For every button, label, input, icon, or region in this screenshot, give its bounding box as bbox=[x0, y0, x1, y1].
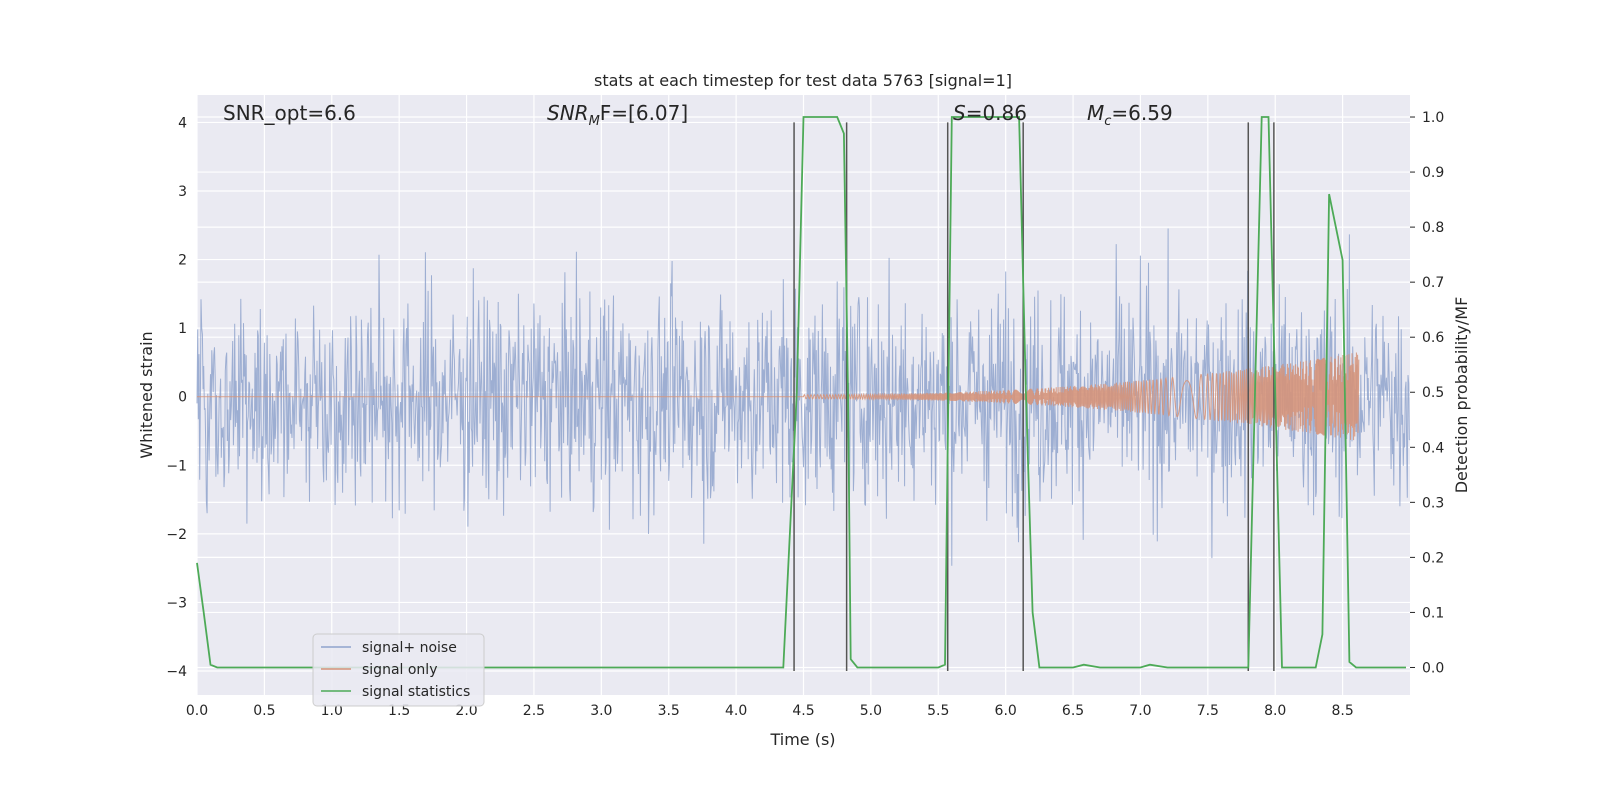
mc-sub: c bbox=[1104, 114, 1111, 129]
mc-tail: =6.59 bbox=[1111, 101, 1172, 125]
right-y-tick-label: 0.5 bbox=[1422, 385, 1444, 401]
y-tick-labels: 4 3 2 1 0 −1 −2 −3 −4 bbox=[166, 115, 187, 680]
y-tick-label: 4 bbox=[178, 115, 187, 131]
x-tick-label: 2.0 bbox=[455, 703, 477, 719]
x-tick-label: 0.0 bbox=[186, 703, 208, 719]
legend-label-signal-only: signal only bbox=[362, 662, 437, 678]
x-tick-label: 4.5 bbox=[792, 703, 814, 719]
signal-only-series bbox=[197, 352, 1360, 441]
marker-lines bbox=[793, 122, 1275, 671]
right-y-tick-label: 0.4 bbox=[1422, 440, 1444, 456]
x-tick-label: 7.5 bbox=[1197, 703, 1219, 719]
x-tick-label: 3.5 bbox=[658, 703, 680, 719]
snr-mf-tail: F=[6.07] bbox=[600, 101, 688, 125]
y-axis-label: Whitened strain bbox=[137, 331, 156, 458]
right-y-tick-label: 0.8 bbox=[1422, 220, 1444, 236]
legend: signal+ noise signal only signal statist… bbox=[312, 633, 485, 707]
y-tick-label: 1 bbox=[178, 321, 187, 337]
signal-statistics-line bbox=[196, 116, 1406, 669]
signal-statistics-series bbox=[196, 116, 1406, 669]
right-y-tick-labels: 1.0 0.9 0.8 0.7 0.6 0.5 0.4 0.3 0.2 0.1 0.0 bbox=[1410, 110, 1444, 676]
chart-title: stats at each timestep for test data 576… bbox=[594, 71, 1012, 90]
s-main: S bbox=[953, 101, 966, 125]
x-tick-label: 1.5 bbox=[388, 703, 410, 719]
x-tick-label: 7.0 bbox=[1129, 703, 1151, 719]
legend-label-signal-statistics: signal statistics bbox=[362, 684, 470, 700]
right-y-tick-label: 1.0 bbox=[1422, 110, 1444, 126]
x-tick-label: 1.0 bbox=[321, 703, 343, 719]
s-annotation: S=0.86 bbox=[953, 101, 1027, 125]
mc-annotation: Mc=6.59 bbox=[1087, 101, 1173, 129]
y-tick-label: 0 bbox=[178, 390, 187, 406]
legend-box bbox=[312, 633, 485, 707]
right-y-tick-label: 0.2 bbox=[1422, 550, 1444, 566]
signal-only-line bbox=[197, 352, 1360, 441]
snr-mf-main: SNR bbox=[547, 101, 589, 125]
x-tick-label: 4.0 bbox=[725, 703, 747, 719]
legend-label-signal-noise: signal+ noise bbox=[362, 640, 457, 656]
y-tick-label: −4 bbox=[166, 664, 187, 680]
right-y-tick-label: 0.7 bbox=[1422, 275, 1444, 291]
snr-opt-annotation: SNR_opt=6.6 bbox=[223, 101, 356, 125]
x-tick-label: 8.5 bbox=[1331, 703, 1353, 719]
right-y-tick-label: 0.0 bbox=[1422, 660, 1444, 676]
x-tick-label: 2.5 bbox=[523, 703, 545, 719]
x-axis-label: Time (s) bbox=[769, 730, 835, 749]
y-tick-label: −3 bbox=[166, 595, 187, 611]
x-tick-label: 5.5 bbox=[927, 703, 949, 719]
mc-main: M bbox=[1087, 101, 1104, 125]
y-tick-label: 2 bbox=[178, 253, 187, 269]
x-tick-label: 3.0 bbox=[590, 703, 612, 719]
y-tick-label: −1 bbox=[166, 458, 187, 474]
right-y-tick-label: 0.9 bbox=[1422, 165, 1444, 181]
x-tick-label: 6.5 bbox=[1062, 703, 1084, 719]
snr-mf-sub: M bbox=[589, 114, 600, 129]
x-tick-label: 6.0 bbox=[995, 703, 1017, 719]
right-y-axis-label: Detection probability/MF bbox=[1452, 297, 1471, 494]
right-y-tick-label: 0.6 bbox=[1422, 330, 1444, 346]
right-y-tick-label: 0.3 bbox=[1422, 495, 1444, 511]
signal-noise-line bbox=[196, 228, 1411, 566]
x-tick-labels: 0.0 0.5 1.0 1.5 2.0 2.5 3.0 3.5 4.0 4.5 5.0 5.5 6.0 6… bbox=[186, 703, 1354, 719]
x-tick-label: 0.5 bbox=[253, 703, 275, 719]
y-tick-label: 3 bbox=[178, 184, 187, 200]
y-tick-label: −2 bbox=[166, 527, 187, 543]
signal-noise-series bbox=[196, 228, 1411, 566]
s-tail: =0.86 bbox=[966, 101, 1027, 125]
snr-mf-annotation: SNRMF=[6.07] bbox=[547, 101, 688, 129]
x-tick-label: 8.0 bbox=[1264, 703, 1286, 719]
x-tick-label: 5.0 bbox=[860, 703, 882, 719]
right-y-tick-label: 0.1 bbox=[1422, 605, 1444, 621]
